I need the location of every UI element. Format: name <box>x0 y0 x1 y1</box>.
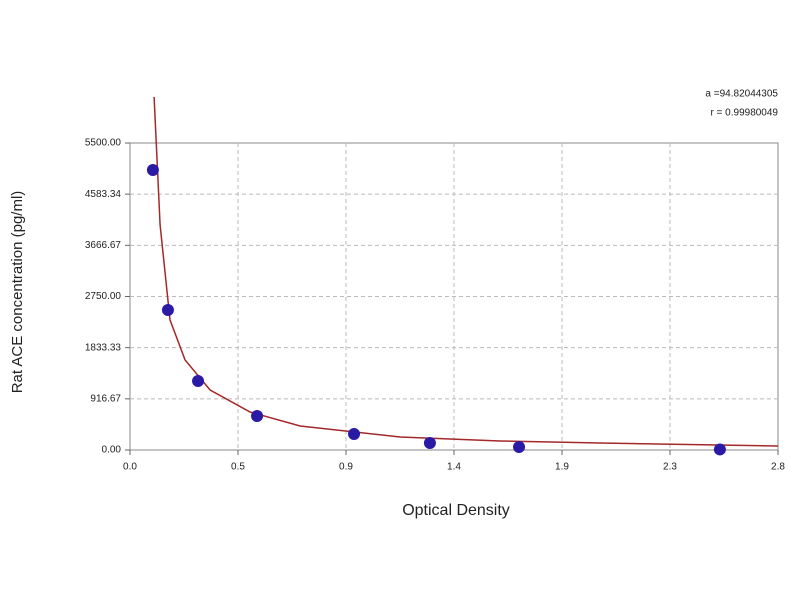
y-tick-label: 4583.34 <box>85 189 122 200</box>
fit-curve <box>153 96 779 447</box>
annotation: a =94.82044305 <box>705 89 778 100</box>
y-tick-label: 1833.33 <box>85 342 122 353</box>
x-tick-label: 0.5 <box>231 462 245 473</box>
data-point <box>713 443 726 456</box>
x-tick-label: 0.9 <box>339 462 353 473</box>
y-axis-label: Rat ACE concentration (pg/ml) <box>9 191 26 394</box>
data-point <box>513 440 526 453</box>
annotation: r = 0.99980049 <box>710 108 778 119</box>
x-tick-label: 1.4 <box>447 462 461 473</box>
data-point <box>423 437 436 450</box>
x-axis-label: Optical Density <box>402 502 510 519</box>
y-tick-label: 916.67 <box>90 393 121 404</box>
data-point <box>161 304 174 317</box>
x-tick-label: 2.8 <box>771 462 785 473</box>
data-point <box>192 375 205 388</box>
y-tick-label: 5500.00 <box>85 138 122 149</box>
data-point <box>251 410 264 423</box>
data-point <box>146 164 159 177</box>
x-tick-label: 0.0 <box>123 462 137 473</box>
y-tick-label: 2750.00 <box>85 291 122 302</box>
x-tick-label: 2.3 <box>663 462 677 473</box>
y-tick-label: 0.00 <box>102 445 122 456</box>
data-point <box>348 427 361 440</box>
y-tick-label: 3666.67 <box>85 240 122 251</box>
x-tick-label: 1.9 <box>555 462 569 473</box>
